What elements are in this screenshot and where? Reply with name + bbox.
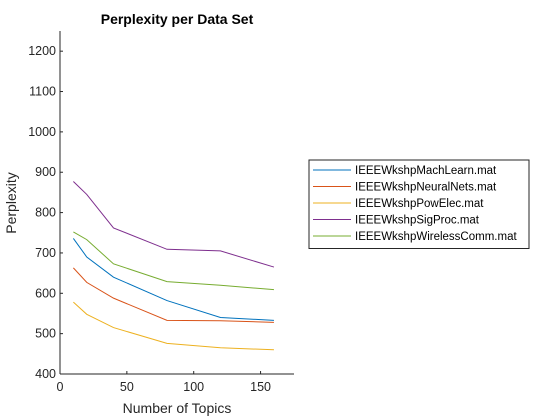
y-tick-label: 900 <box>35 165 56 179</box>
y-axis-label: Perplexity <box>3 172 19 233</box>
series-line-2 <box>73 267 274 323</box>
legend-label-2: IEEEWkshpNeuralNets.mat <box>355 182 497 194</box>
legend-label-3: IEEEWkshpPowElec.mat <box>355 198 484 210</box>
legend: IEEEWkshpMachLearn.mat IEEEWkshpNeuralNet… <box>308 159 530 249</box>
y-tick-label: 700 <box>35 246 56 260</box>
y-tick-label: 1000 <box>28 125 56 139</box>
y-tick-label: 1200 <box>28 44 56 58</box>
legend-label-1: IEEEWkshpMachLearn.mat <box>355 165 497 177</box>
series-line-3 <box>73 301 274 351</box>
chart-title: Perplexity per Data Set <box>101 11 254 27</box>
legend-label-4: IEEEWkshpSigProc.mat <box>355 215 480 227</box>
x-tick-label: 100 <box>183 380 204 394</box>
y-tick-label: 500 <box>35 327 56 341</box>
legend-label-5: IEEEWkshpWirelessComm.mat <box>355 231 517 243</box>
x-tick-label: 0 <box>57 380 64 394</box>
y-tick-label: 1100 <box>29 85 56 99</box>
series-line-1 <box>72 238 274 321</box>
legend-box <box>308 159 530 249</box>
x-tick-label: 50 <box>120 380 134 394</box>
series-line-4 <box>73 181 275 268</box>
x-tick-label: 150 <box>250 380 271 394</box>
series-layer <box>72 181 275 351</box>
y-tick-label: 600 <box>35 286 56 300</box>
x-axis-label: Number of Topics <box>123 400 232 416</box>
series-line-5 <box>73 231 274 291</box>
y-tick-label: 400 <box>35 367 56 381</box>
plot-area: 0 50 100 150 400 500 600 700 800 900 1000 1100 1200 <box>28 31 294 394</box>
axes-layer: 0 50 100 150 400 500 600 700 800 900 1000 1100 1200 <box>28 31 294 394</box>
y-tick-label: 800 <box>35 206 56 220</box>
